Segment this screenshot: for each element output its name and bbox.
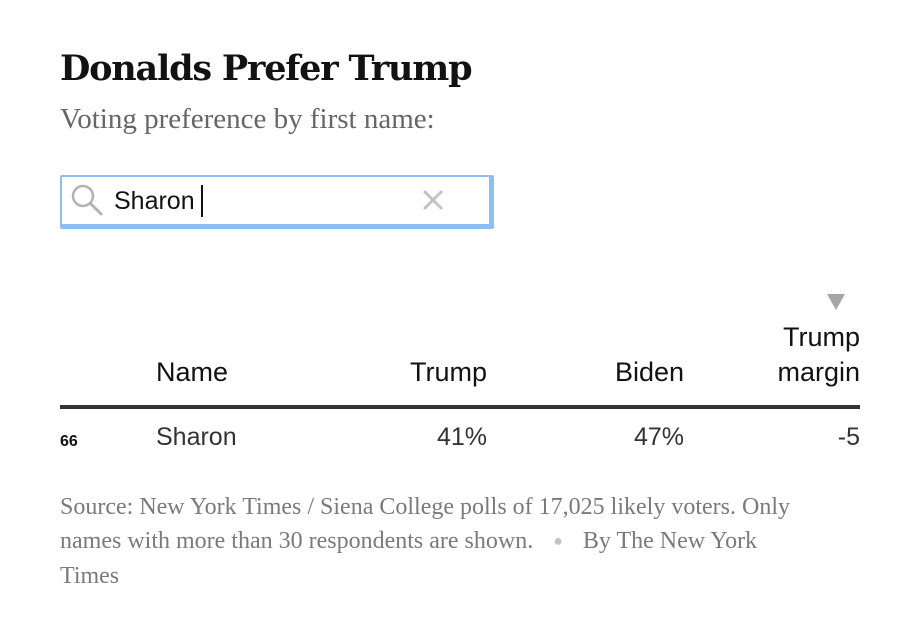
source-text: Source: New York Times / Siena College p… xyxy=(60,494,790,554)
column-header-biden[interactable]: Biden xyxy=(614,357,684,387)
search-box[interactable] xyxy=(60,175,494,229)
row-name: Sharon xyxy=(156,423,237,451)
column-header-name[interactable]: Name xyxy=(156,357,229,387)
row-margin-value: -5 xyxy=(837,423,860,451)
chart-subtitle: Voting preference by first name: xyxy=(60,103,435,135)
column-header-trump[interactable]: Trump xyxy=(409,357,487,387)
text-cursor xyxy=(201,185,203,217)
close-icon[interactable] xyxy=(422,189,444,211)
row-rank: 66 xyxy=(60,433,78,450)
row-biden-value: 47% xyxy=(633,423,684,451)
chart-title: Donalds Prefer Trump xyxy=(60,48,473,89)
search-input[interactable] xyxy=(114,181,414,221)
row-trump-value: 41% xyxy=(436,423,487,451)
column-header-trump-margin[interactable]: Trump margin xyxy=(777,322,860,387)
source-note: Source: New York Times / Siena College p… xyxy=(60,490,820,593)
credit-text: By The New York Times xyxy=(60,528,758,590)
sort-desc-icon[interactable] xyxy=(827,294,845,310)
search-icon xyxy=(70,183,104,217)
separator-dot-icon: ● xyxy=(553,533,563,551)
table-header-rule xyxy=(60,405,860,409)
